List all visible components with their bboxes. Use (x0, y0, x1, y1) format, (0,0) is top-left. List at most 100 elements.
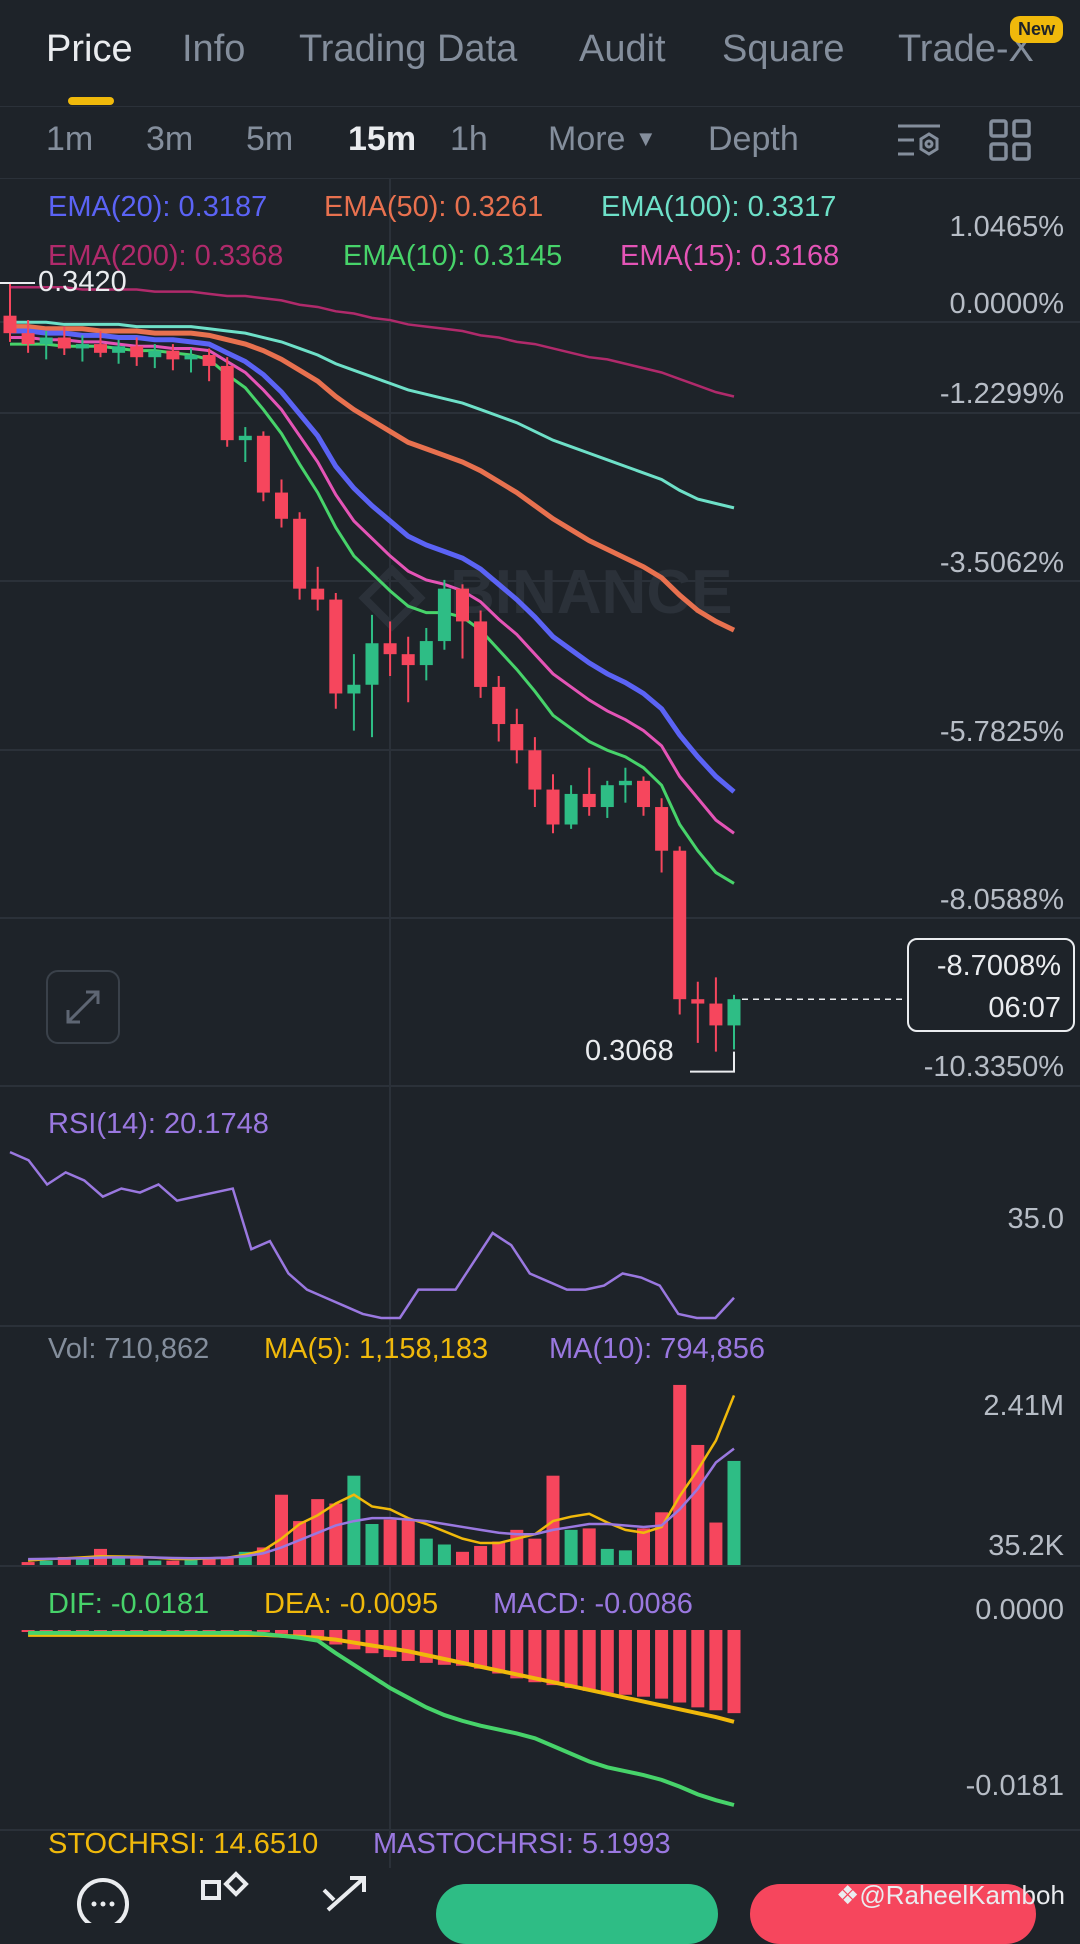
rsi-axis-label: 35.0 (1007, 1203, 1064, 1235)
tab-trading-data[interactable]: Trading Data (299, 28, 518, 70)
price-axis-label: -1.2299% (939, 378, 1064, 410)
volume-bar (365, 1524, 379, 1565)
volume-bar (437, 1544, 451, 1565)
price-axis-label: 1.0465% (949, 211, 1065, 243)
candle (437, 579, 451, 650)
candle (347, 654, 361, 731)
volume-bar (166, 1560, 180, 1565)
ema-lines (10, 286, 736, 885)
new-badge: New (1010, 16, 1064, 43)
candle (311, 566, 325, 611)
volume-bar (329, 1503, 343, 1565)
fullscreen-button[interactable] (46, 970, 120, 1044)
interval-more-dropdown[interactable]: More ▼ (548, 120, 657, 159)
candle (148, 344, 162, 369)
candle (256, 431, 270, 502)
candle (546, 774, 560, 834)
macd-axis-max: 0.0000 (975, 1594, 1064, 1626)
candle-body (618, 780, 632, 786)
candle (329, 593, 343, 709)
candle (564, 785, 578, 829)
volume-bar (112, 1556, 126, 1565)
candle-body (3, 315, 17, 334)
candle (637, 776, 650, 816)
kline-chart[interactable]: BINANCE (0, 178, 1080, 1868)
legend-ma5: MA(5): 1,158,183 (264, 1333, 489, 1365)
candle (727, 994, 741, 1050)
interval-1h[interactable]: 1h (450, 120, 488, 158)
depth-button[interactable]: Depth (708, 120, 799, 158)
ema20-line (10, 328, 736, 794)
tab-info[interactable]: Info (182, 28, 246, 70)
tab-square[interactable]: Square (722, 28, 845, 70)
volume-bar (148, 1560, 162, 1565)
more-icon[interactable] (76, 1870, 130, 1930)
candle-body (564, 793, 578, 825)
candle-body (202, 355, 216, 366)
price-axis-label: -10.3350% (923, 1051, 1064, 1083)
macd-histogram-bar (365, 1630, 379, 1654)
chart-settings-icon[interactable] (896, 120, 942, 167)
candle-body (655, 807, 669, 851)
candle-body (419, 641, 433, 666)
price-markers (0, 281, 905, 1073)
candle-body (727, 999, 741, 1026)
volume-bar (383, 1519, 397, 1565)
macd-histogram-bar (564, 1630, 578, 1689)
interval-5m[interactable]: 5m (246, 120, 294, 158)
price-axis-label: -8.0588% (939, 884, 1064, 916)
macd-histogram-bar (546, 1630, 560, 1686)
candle (383, 621, 397, 677)
widgets-icon[interactable] (200, 1870, 252, 1928)
caret-down-icon: ▼ (634, 126, 657, 151)
legend-rsi: RSI(14): 20.1748 (48, 1108, 269, 1140)
interval-more-label: More (548, 120, 626, 158)
tab-audit[interactable]: Audit (579, 28, 666, 70)
volume-bar (492, 1541, 506, 1565)
candle-body (456, 588, 469, 622)
candle-body (709, 1003, 723, 1026)
volume-bar (474, 1545, 488, 1565)
buy-button[interactable] (436, 1884, 718, 1944)
candle (456, 584, 469, 659)
grid-layout-icon[interactable] (988, 118, 1032, 167)
top-tab-bar: Price Info Trading Data Audit Square Tra… (0, 0, 1080, 107)
macd-histogram-bar (256, 1630, 270, 1632)
share-icon[interactable] (320, 1870, 372, 1928)
price-axis-label: 0.0000% (949, 288, 1065, 320)
macd-histogram-bar (691, 1630, 705, 1708)
candle (365, 614, 379, 738)
candle-body (75, 344, 89, 349)
macd-histogram-bar (21, 1630, 35, 1632)
interval-bar: 1m 3m 5m 15m 1h More ▼ Depth (0, 106, 1080, 179)
candle (275, 479, 288, 528)
candle-body (130, 346, 144, 358)
candle-body (492, 686, 506, 725)
interval-1m[interactable]: 1m (46, 120, 94, 158)
volume-bar (456, 1551, 469, 1565)
legend-macd: MACD: -0.0086 (493, 1588, 693, 1620)
candle (3, 282, 17, 342)
legend-ma10: MA(10): 794,856 (549, 1333, 766, 1365)
legend-ema200: EMA(200): 0.3368 (48, 240, 284, 272)
binance-watermark: BINANCE (450, 558, 732, 627)
candle (130, 337, 144, 366)
chart-grid (0, 178, 1080, 1868)
volume-bar (727, 1460, 741, 1565)
credit-watermark: ❖@RaheelKamboh (836, 1880, 1065, 1910)
volume-bar (130, 1558, 144, 1565)
ma10-line (28, 1447, 735, 1561)
interval-15m[interactable]: 15m (348, 120, 417, 158)
volume-pane (21, 1384, 741, 1565)
interval-3m[interactable]: 3m (146, 120, 194, 158)
volume-bar (637, 1528, 650, 1565)
ema100-line (10, 320, 735, 510)
current-price-tag[interactable]: -8.7008% 06:07 (907, 938, 1075, 1032)
macd-histogram-bar (383, 1630, 397, 1658)
tab-price[interactable]: Price (46, 28, 133, 70)
macd-pane (21, 1630, 741, 1807)
candle-body (166, 350, 180, 360)
candle-body (691, 999, 705, 1004)
volume-bar (202, 1557, 216, 1565)
candle (57, 326, 71, 356)
